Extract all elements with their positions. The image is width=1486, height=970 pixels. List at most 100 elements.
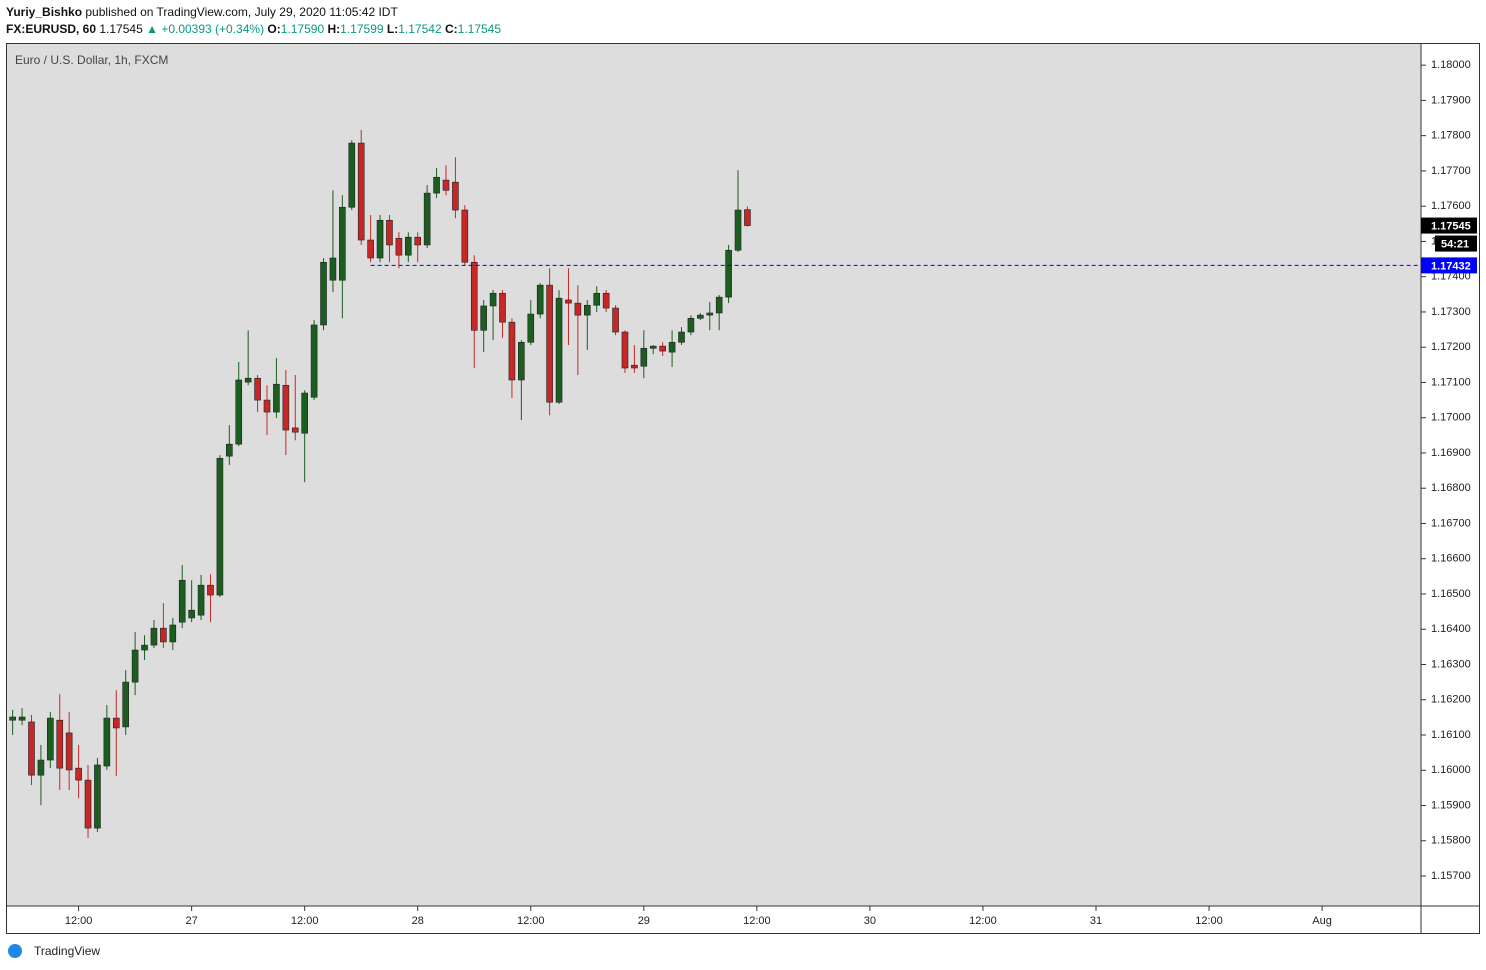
y-tick-label: 1.17200 [1431, 341, 1471, 353]
candle-body [546, 284, 553, 403]
candle-body [640, 347, 648, 367]
h-value: 1.17599 [340, 22, 384, 36]
x-tick-label: 12:00 [291, 915, 319, 927]
candle-body [583, 304, 591, 316]
x-tick-label: Aug [1312, 915, 1332, 927]
candle-body [744, 209, 751, 226]
countdown-label: 54:21 [1441, 238, 1469, 250]
x-tick-label: 29 [638, 915, 650, 927]
x-tick-label: 31 [1090, 915, 1102, 927]
y-tick-label: 1.17800 [1431, 130, 1471, 142]
c-value: 1.17545 [458, 22, 502, 36]
candle-body [150, 627, 158, 646]
l-label: L: [387, 22, 398, 36]
candle-body [37, 759, 45, 776]
y-tick-label: 1.16900 [1431, 447, 1471, 459]
price: 1.17545 [99, 22, 143, 36]
candle-body [536, 284, 544, 315]
candle-body [207, 584, 214, 596]
candle-body [357, 142, 365, 241]
x-tick-label: 27 [186, 915, 198, 927]
candle-body [348, 142, 356, 208]
candle-body [141, 644, 148, 651]
candle-body [103, 717, 111, 767]
candle-body [414, 236, 422, 246]
candle-body [112, 717, 120, 729]
candle-body [659, 345, 666, 352]
candle-body [687, 317, 695, 333]
candle-body [602, 292, 610, 309]
x-tick-label: 12:00 [969, 915, 997, 927]
y-tick-label: 1.16100 [1431, 729, 1471, 741]
candle-body [197, 584, 205, 616]
candle-body [489, 292, 497, 307]
candle-body [423, 192, 431, 246]
y-tick-label: 1.17900 [1431, 94, 1471, 106]
x-tick-label: 12:00 [743, 915, 771, 927]
frame [6, 43, 1480, 934]
candle-body [244, 377, 252, 383]
candle-body [65, 732, 73, 771]
candle-body [574, 302, 582, 316]
x-tick-label: 28 [412, 915, 424, 927]
candle-body [461, 209, 469, 263]
y-tick-label: 1.16400 [1431, 623, 1471, 635]
y-tick-label: 1.16200 [1431, 694, 1471, 706]
last-price-label: 1.17545 [1431, 220, 1471, 232]
candle-body [320, 261, 327, 326]
candle-body [131, 649, 139, 683]
candle-body [442, 179, 450, 191]
plot-area [7, 44, 1421, 906]
header-line-2: FX:EURUSD, 60 1.17545 ▲ +0.00393 (+0.34%… [6, 22, 501, 36]
c-label: C: [445, 22, 458, 36]
candle-body [499, 292, 506, 323]
x-tick-label: 12:00 [1195, 915, 1223, 927]
candle-body [263, 399, 271, 413]
candle-body [75, 767, 82, 781]
y-tick-label: 1.17700 [1431, 165, 1471, 177]
last-price-tag [1421, 217, 1477, 234]
candle-body [706, 312, 714, 316]
candle-body [518, 341, 525, 381]
footer-logo: TradingView [8, 944, 100, 958]
candle-body [725, 249, 732, 298]
y-tick-label: 1.18000 [1431, 59, 1471, 71]
hline-tag-label: 1.17432 [1431, 260, 1471, 272]
candle-body [329, 257, 337, 281]
y-tick-label: 1.15700 [1431, 870, 1471, 882]
candle-body [734, 209, 742, 251]
candle-body [47, 717, 54, 761]
candle-body [697, 314, 704, 319]
symbol: FX:EURUSD, 60 [6, 22, 96, 36]
candle-body [621, 331, 629, 369]
y-tick-label: 1.17600 [1431, 200, 1471, 212]
change: ▲ +0.00393 (+0.34%) [146, 22, 264, 36]
y-tick-label: 1.16300 [1431, 658, 1471, 670]
l-value: 1.17542 [398, 22, 442, 36]
candle-body [668, 341, 676, 353]
candle-body [593, 292, 601, 306]
candle-body [169, 624, 177, 643]
published: published on TradingView.com, July 29, 2… [85, 5, 398, 19]
candle-body [508, 321, 516, 381]
y-tick-label: 1.17300 [1431, 306, 1471, 318]
x-tick-label: 12:00 [517, 915, 545, 927]
candle-body [282, 384, 290, 431]
candle-body [470, 261, 478, 331]
y-tick-label: 1.16500 [1431, 588, 1471, 600]
x-tick-label: 12:00 [65, 915, 93, 927]
candle-body [254, 377, 261, 401]
candle-body [160, 627, 167, 643]
y-tick-label: 1.15800 [1431, 835, 1471, 847]
candle-body [291, 427, 299, 433]
candle-body [367, 239, 374, 259]
candle-body [565, 299, 572, 304]
candle-body [188, 609, 195, 619]
candle-body [94, 764, 101, 829]
candle-body [649, 345, 657, 349]
candle-body [178, 579, 186, 623]
logo-icon [8, 944, 22, 958]
o-label: O: [267, 22, 280, 36]
candle-body [301, 392, 308, 434]
